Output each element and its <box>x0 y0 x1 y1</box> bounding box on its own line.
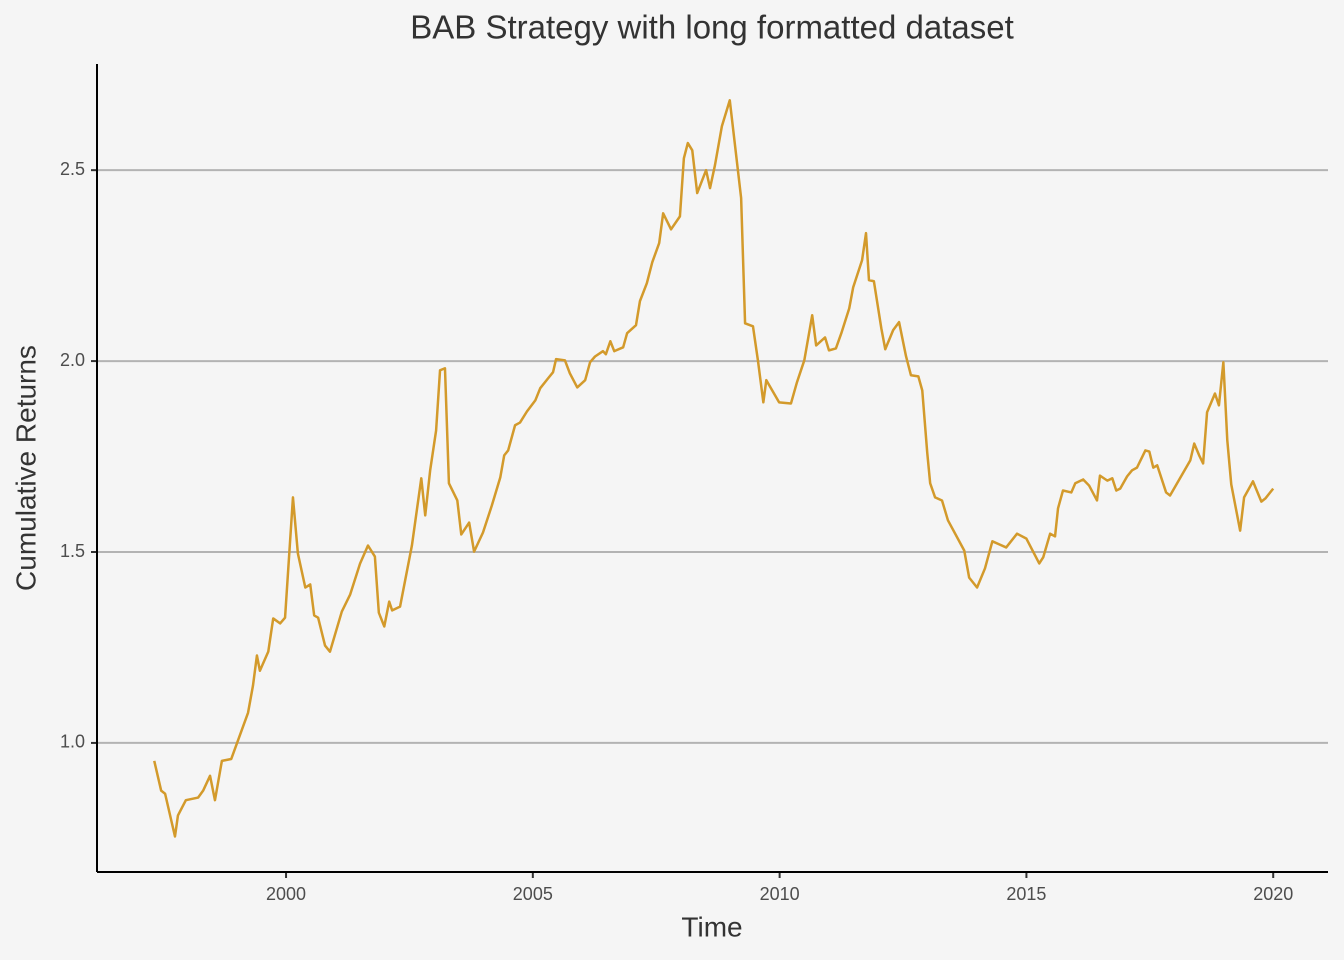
y-tick-label: 2.0 <box>60 350 85 370</box>
chart-title: BAB Strategy with long formatted dataset <box>410 9 1014 46</box>
y-tick-label: 1.5 <box>60 541 85 561</box>
x-tick-label: 2000 <box>266 884 306 904</box>
x-tick-label: 2020 <box>1253 884 1293 904</box>
data-line <box>153 99 1275 838</box>
x-tick-label: 2010 <box>760 884 800 904</box>
x-axis-label: Time <box>681 911 742 942</box>
y-tick-label: 1.0 <box>60 732 85 752</box>
x-tick-label: 2015 <box>1006 884 1046 904</box>
y-tick-label: 2.5 <box>60 159 85 179</box>
y-axis-label: Cumulative Returns <box>10 345 41 591</box>
x-tick-label: 2005 <box>513 884 553 904</box>
